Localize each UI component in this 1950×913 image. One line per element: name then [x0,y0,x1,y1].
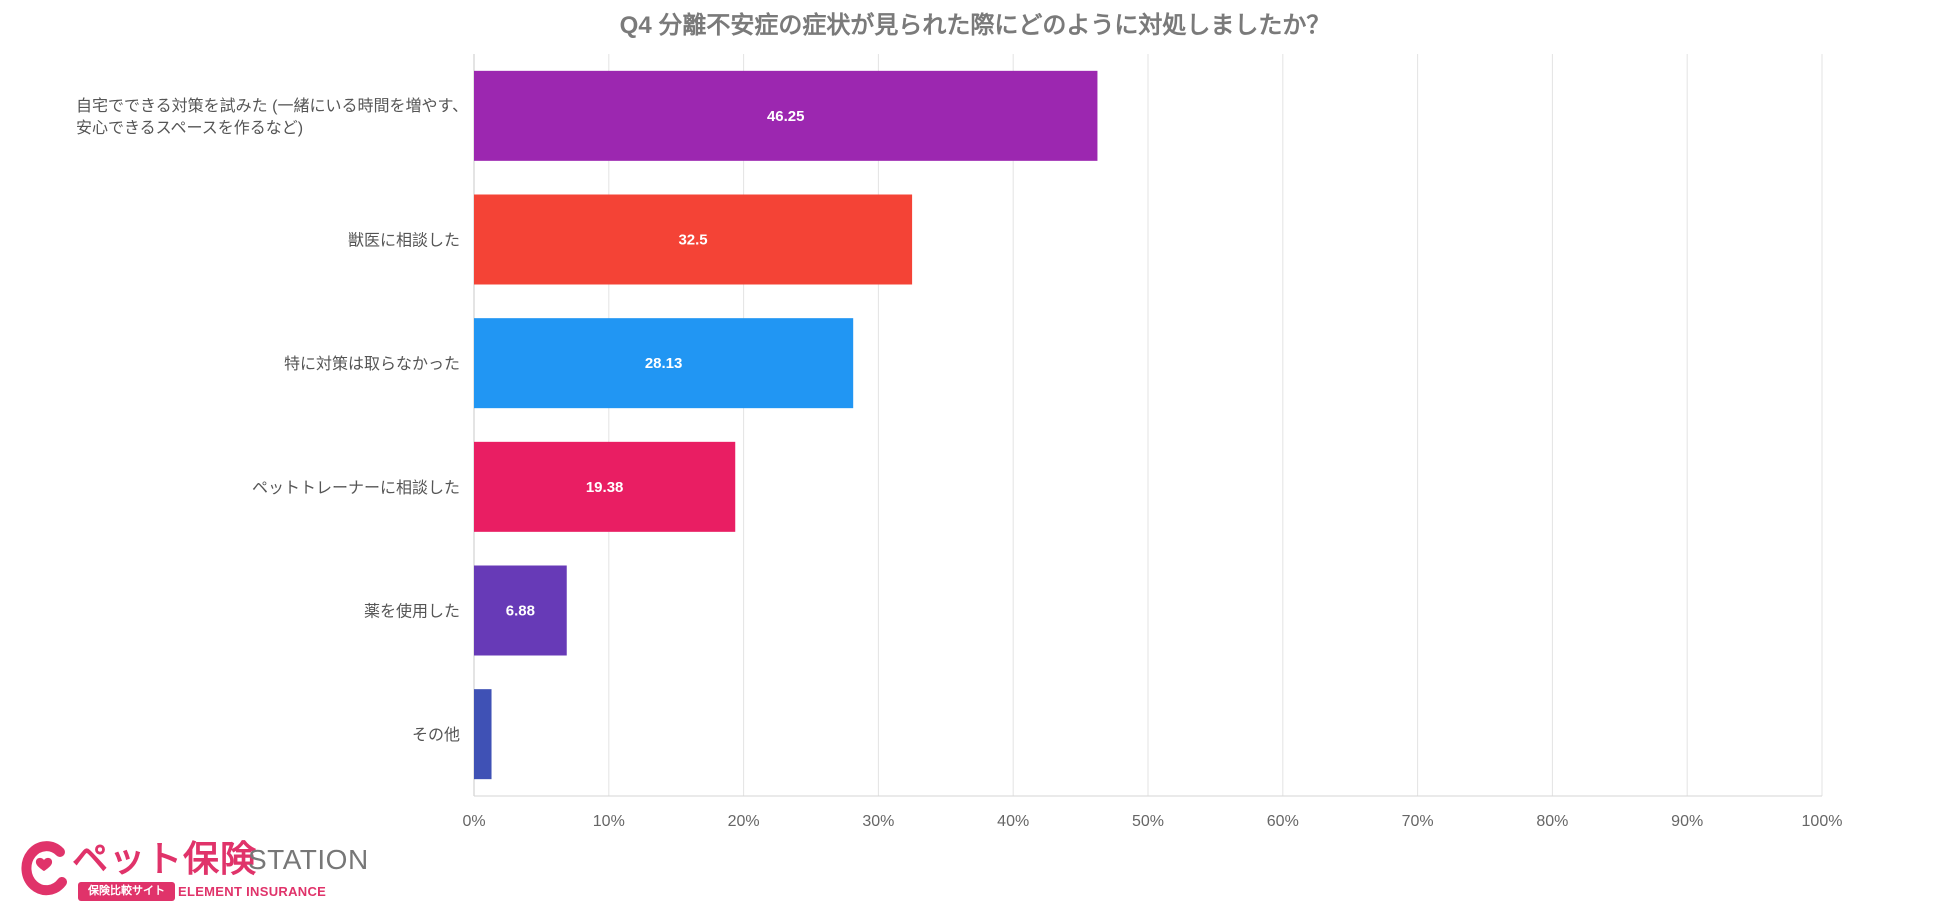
x-tick-label: 10% [593,813,625,830]
grid-lines [473,54,1823,797]
x-tick-label: 50% [1132,813,1164,830]
x-axis-ticks: 0% 10% 20% 30% 40% 50% 60% 70% 80% 90% 100% [462,813,1842,830]
category-labels: 自宅でできる対策を試みた (一緒にいる時間を増やす、安心できるスペースを作るなど… [76,97,468,744]
category-label: 獣医に相談した [348,232,460,250]
x-tick-label: 80% [1536,813,1568,830]
x-tick-label: 0% [462,813,485,830]
x-tick-label: 70% [1402,813,1434,830]
x-tick-label: 20% [728,813,760,830]
bar [474,70,1098,161]
category-label: その他 [412,726,460,744]
data-label: 6.88 [506,603,535,620]
data-label: 19.38 [586,479,624,496]
bars: 46.25 32.5 28.13 19.38 6.88 [474,70,1098,780]
logo-name: ペット保険 [72,838,258,879]
bar [474,565,567,656]
heart-e-logo-icon [21,841,67,896]
logo-subtitle: ELEMENT INSURANCE [178,884,327,899]
chart-title: Q4 分離不安症の症状が見られた際にどのように対処しましたか？ [620,11,1331,39]
logo-badge: 保険比較サイト [78,882,175,901]
bar [474,194,913,285]
bar [474,441,736,532]
category-label: 薬を使用した [364,603,460,621]
category-label: 特に対策は取らなかった [284,355,460,373]
x-tick-label: 60% [1267,813,1299,830]
bar [474,318,854,409]
data-label: 32.5 [678,232,707,249]
category-label: 自宅でできる対策を試みた (一緒にいる時間を増やす、 [76,97,468,115]
x-tick-label: 90% [1671,813,1703,830]
logo-station: STATION [248,844,369,875]
data-label: 46.25 [767,108,805,125]
logo: ペット保険 STATION 保険比較サイト ELEMENT INSURANCE [20,832,400,902]
data-label: 28.13 [645,355,683,372]
category-label: ペットトレーナーに相談した [252,479,460,497]
bar [474,689,492,780]
category-label: 安心できるスペースを作るなど) [76,119,303,137]
x-tick-label: 30% [862,813,894,830]
x-tick-label: 40% [997,813,1029,830]
x-tick-label: 100% [1802,813,1843,830]
